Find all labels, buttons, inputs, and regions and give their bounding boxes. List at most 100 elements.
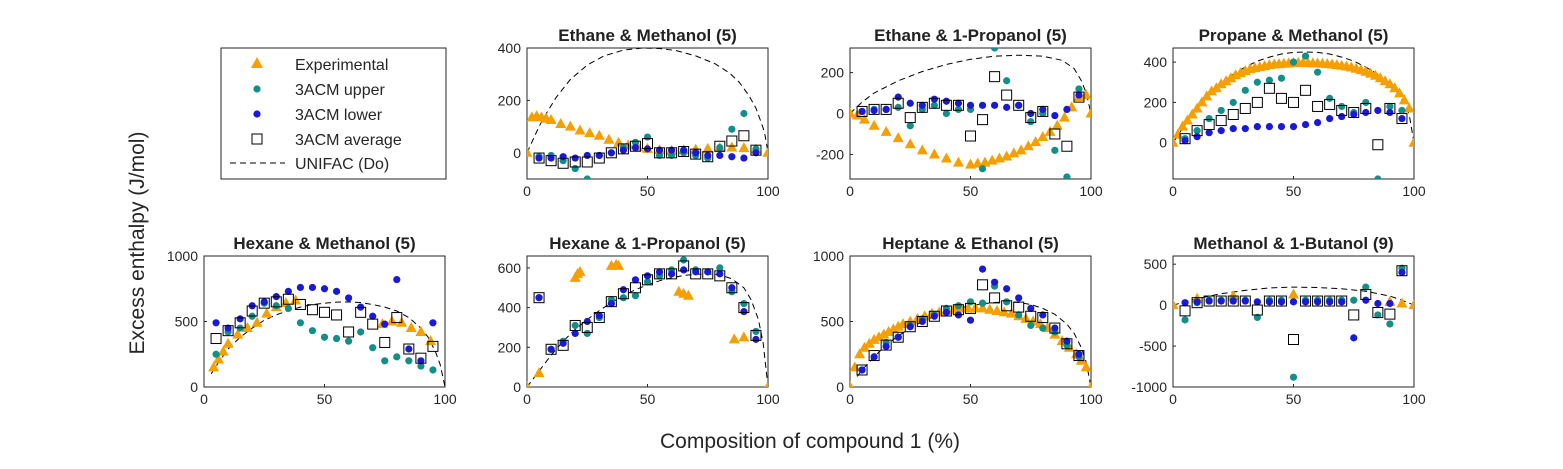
point-experimental — [613, 259, 625, 270]
point-3acm-lower — [954, 99, 963, 107]
point-experimental — [232, 328, 244, 339]
point-3acm-upper — [1193, 127, 1201, 135]
point-3acm-average — [415, 352, 427, 364]
point-3acm-lower — [595, 151, 603, 160]
point-3acm-average — [1275, 92, 1287, 104]
point-3acm-upper — [631, 292, 640, 300]
point-3acm-upper — [716, 143, 724, 152]
x-tick-label: 0 — [523, 183, 531, 199]
point-3acm-lower — [1039, 311, 1047, 319]
point-3acm-lower — [1301, 120, 1310, 129]
point-3acm-lower — [1051, 324, 1059, 332]
legend-label-lower: 3ACM lower — [295, 107, 383, 124]
x-tick-label: 50 — [317, 391, 333, 407]
point-3acm-average — [1025, 112, 1037, 124]
point-3acm-lower — [1289, 298, 1298, 306]
point-experimental — [574, 124, 586, 135]
point-3acm-upper — [1289, 58, 1298, 66]
subplot-title: Hexane & Methanol (5) — [233, 234, 415, 253]
point-experimental — [1005, 307, 1017, 318]
point-3acm-average — [678, 145, 690, 157]
point-3acm-lower — [680, 266, 688, 274]
point-3acm-upper — [320, 333, 329, 341]
point-3acm-average — [928, 310, 940, 322]
point-experimental — [892, 320, 904, 331]
point-3acm-upper — [1217, 106, 1225, 115]
point-experimental — [928, 148, 940, 159]
point-3acm-average — [1348, 106, 1360, 118]
point-3acm-lower — [728, 153, 736, 161]
point-3acm-lower — [547, 154, 555, 162]
point-3acm-average — [1073, 91, 1085, 103]
point-3acm-upper — [978, 299, 987, 307]
point-3acm-upper — [308, 327, 317, 335]
point-3acm-average — [1001, 300, 1013, 312]
point-3acm-lower — [906, 99, 914, 107]
point-3acm-average — [738, 130, 750, 142]
y-tick-label: 0 — [513, 145, 521, 161]
x-tick-label: 100 — [1402, 183, 1426, 199]
point-3acm-lower — [870, 353, 878, 361]
point-3acm-upper — [332, 334, 341, 343]
point-3acm-average — [617, 288, 629, 300]
point-3acm-lower — [1217, 127, 1225, 135]
x-tick-label: 0 — [846, 391, 854, 407]
subplot-title: Hexane & 1-Propanol (5) — [549, 234, 746, 253]
point-3acm-lower — [369, 312, 377, 320]
point-3acm-lower — [405, 345, 413, 353]
point-experimental — [1288, 288, 1299, 299]
point-3acm-average — [904, 321, 916, 333]
point-3acm-average — [282, 293, 294, 305]
point-3acm-average — [654, 147, 666, 159]
point-3acm-upper — [668, 151, 676, 160]
point-3acm-upper — [405, 357, 413, 365]
point-3acm-average — [702, 151, 714, 163]
figure-ylabel: Excess enthalpy (J/mol) — [126, 132, 149, 355]
point-3acm-lower — [1181, 299, 1189, 307]
point-3acm-lower — [930, 95, 938, 103]
subplot-5: Hexane & 1-Propanol (5) 0 50 100 0 200 400 600 — [498, 234, 780, 407]
point-experimental — [738, 142, 750, 153]
point-3acm-average — [1061, 140, 1073, 152]
legend-label-upper: 3ACM upper — [295, 82, 385, 99]
point-3acm-upper — [1027, 321, 1035, 330]
y-tick-label: 200 — [498, 92, 522, 108]
plot-area — [1173, 51, 1414, 179]
point-3acm-average — [1275, 295, 1287, 307]
point-3acm-lower — [1374, 299, 1382, 308]
point-3acm-average — [581, 156, 593, 168]
point-3acm-upper — [680, 256, 688, 264]
point-3acm-average — [989, 71, 1001, 83]
point-3acm-average — [246, 305, 258, 317]
point-3acm-lower — [882, 342, 890, 350]
subplot-panels: Ethane & Methanol (5)0 50 1000200400Ethane… — [167, 26, 1426, 407]
point-3acm-average — [1239, 102, 1251, 114]
point-3acm-average — [654, 268, 666, 280]
point-3acm-upper — [1386, 320, 1394, 328]
series-line-unifac — [527, 273, 768, 387]
point-experimental — [1085, 107, 1091, 118]
point-experimental — [1227, 290, 1239, 301]
point-experimental — [564, 120, 576, 131]
point-3acm-average — [714, 270, 726, 282]
point-3acm-average — [678, 260, 690, 272]
point-3acm-upper — [954, 302, 963, 310]
point-3acm-upper — [631, 138, 640, 146]
point-3acm-lower — [1338, 298, 1346, 306]
point-3acm-average — [1384, 102, 1396, 114]
point-experimental — [208, 361, 220, 372]
plot-area — [850, 265, 1091, 387]
point-3acm-average — [904, 112, 916, 124]
x-tick-label: 0 — [1169, 183, 1177, 199]
point-3acm-lower — [535, 294, 543, 302]
point-3acm-lower — [1326, 114, 1334, 123]
point-3acm-lower — [417, 357, 425, 365]
x-tick-label: 50 — [640, 391, 656, 407]
point-3acm-lower — [1326, 298, 1334, 306]
point-3acm-upper — [296, 319, 304, 327]
subplot-title: Heptane & Ethanol (5) — [882, 234, 1059, 253]
point-experimental — [904, 315, 916, 326]
point-3acm-upper — [1253, 78, 1261, 86]
point-3acm-average — [1251, 96, 1263, 108]
point-experimental — [1080, 89, 1091, 100]
